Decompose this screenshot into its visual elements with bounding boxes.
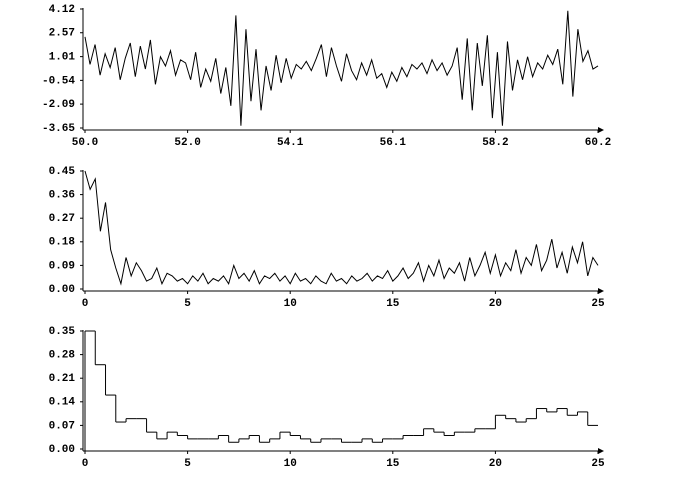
y-tick-label: 0.28: [49, 350, 76, 362]
x-tick-label: 50.0: [72, 137, 98, 149]
x-tick-label: 58.2: [482, 137, 508, 149]
y-tick-label: 0.07: [49, 420, 75, 432]
data-line: [84, 170, 599, 286]
x-tick-label: 10: [284, 458, 297, 470]
x-tick-label: 20: [489, 458, 502, 470]
data-line: [84, 10, 599, 126]
x-tick-label: 5: [184, 458, 191, 470]
x-tick-label: 60.2: [585, 137, 611, 149]
y-tick-label: 0.00: [49, 284, 75, 296]
y-tick-label: 0.09: [49, 260, 75, 272]
x-tick-label: 54.1: [277, 137, 304, 149]
x-tick-label: 52.0: [174, 137, 200, 149]
x-tick-label: 0: [82, 458, 89, 470]
x-tick-label: 15: [386, 458, 400, 470]
x-tick-label: 20: [489, 298, 502, 310]
x-tick-label: 0: [82, 298, 89, 310]
y-tick-label: 0.35: [49, 326, 76, 338]
x-axis-arrow: [598, 448, 604, 454]
y-tick-label: 2.57: [49, 28, 75, 40]
y-tick-label: 0.36: [49, 190, 75, 202]
y-tick-label: 0.18: [49, 237, 76, 249]
y-tick-label: 0.14: [49, 397, 76, 409]
x-tick-label: 25: [591, 458, 605, 470]
x-tick-label: 25: [591, 298, 605, 310]
x-axis-arrow: [598, 127, 604, 133]
y-tick-label: 1.01: [49, 52, 76, 64]
y-tick-label: 0.21: [49, 373, 76, 385]
y-tick-label: 4.12: [49, 4, 75, 16]
y-tick-label: -3.65: [42, 123, 75, 135]
y-tick-label: 0.00: [49, 444, 75, 456]
x-tick-label: 10: [284, 298, 297, 310]
x-tick-label: 15: [386, 298, 400, 310]
x-tick-label: 5: [184, 298, 191, 310]
y-tick-label: -0.54: [42, 75, 75, 87]
y-tick-label: 0.27: [49, 213, 75, 225]
y-tick-label: 0.45: [49, 166, 76, 178]
x-axis-arrow: [598, 288, 604, 294]
y-tick-label: -2.09: [42, 99, 75, 111]
x-tick-label: 56.1: [380, 137, 407, 149]
